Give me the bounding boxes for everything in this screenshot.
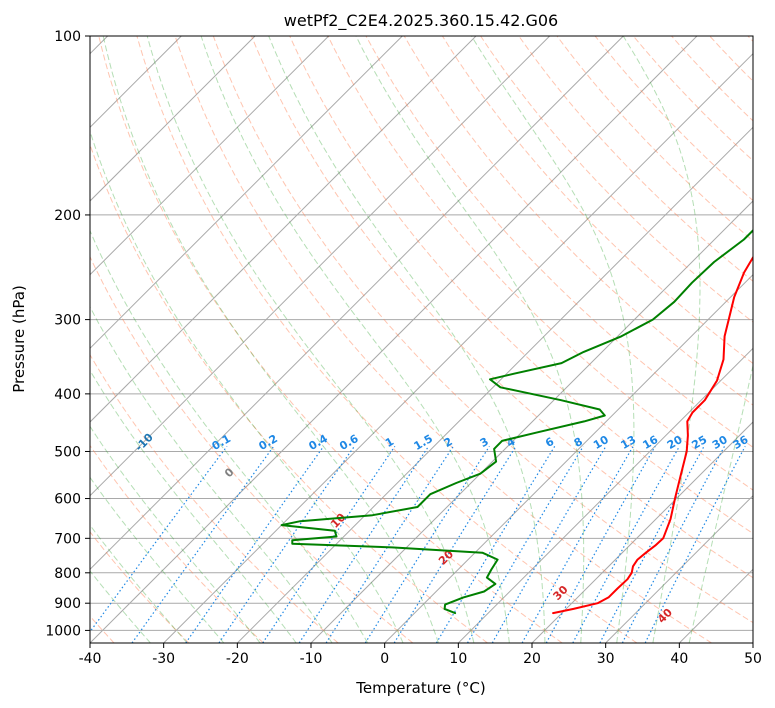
mixing-ratio-line	[435, 445, 556, 643]
mixing-ratio-line	[644, 446, 746, 643]
moist-adiabat-line	[90, 476, 225, 643]
chart-title: wetPf2_C2E4.2025.360.15.42.G06	[284, 11, 558, 31]
x-tick-label: 50	[744, 651, 762, 667]
mixing-ratio-line	[185, 445, 325, 643]
mixing-ratio-line	[131, 445, 275, 643]
moist-adiabat-line	[102, 36, 439, 643]
isotherm-line	[531, 421, 753, 643]
y-tick-label: 500	[54, 444, 81, 460]
y-tick-label: 300	[54, 313, 81, 329]
moist-adiabat-line	[268, 36, 546, 643]
x-tick-label: 10	[449, 651, 467, 667]
y-tick-label: 1000	[45, 623, 81, 639]
isotherm-line	[90, 36, 256, 202]
dry-adiabat-line	[289, 36, 753, 535]
y-tick-label: 600	[54, 492, 81, 508]
plot-frame	[89, 35, 754, 644]
y-tick-label: 400	[54, 387, 81, 403]
dry-adiabat-line	[136, 36, 638, 643]
moist-adiabat-line	[90, 229, 369, 643]
moist-adiabat-line	[200, 36, 510, 643]
moist-adiabat-line	[90, 425, 261, 643]
mixing-ratio-line	[218, 445, 355, 643]
moist-adiabat-line	[90, 129, 404, 643]
dry-adiabat-line	[174, 36, 712, 643]
moist-adiabat-line	[90, 369, 297, 643]
isotherm-line	[90, 36, 551, 497]
y-tick-label: 900	[54, 596, 81, 612]
mixing-ratio-line	[90, 445, 228, 633]
x-tick-label: 40	[670, 651, 688, 667]
dry-adiabat-line	[90, 353, 339, 643]
isotherm-line	[605, 494, 753, 643]
mixing-ratio-line	[364, 445, 490, 643]
y-axis-label: Pressure (hPa)	[10, 285, 28, 393]
dry-adiabat-line	[90, 255, 414, 643]
x-tick-label: 0	[380, 651, 389, 667]
dry-adiabat-line	[403, 36, 753, 406]
x-tick-label: -30	[152, 651, 175, 667]
dry-adiabat-line	[212, 36, 753, 624]
isotherm-line	[90, 36, 624, 571]
y-tick-label: 700	[54, 531, 81, 547]
isotherm-line	[163, 52, 753, 643]
dewpoint-profile-line	[280, 228, 753, 615]
dry-adiabat-line	[90, 531, 190, 643]
y-tick-label: 100	[54, 29, 81, 45]
dry-adiabat-line	[327, 36, 753, 491]
isotherm-line	[90, 36, 403, 350]
mixing-ratio-line	[262, 445, 396, 643]
x-tick-label: -20	[226, 651, 249, 667]
mixing-ratio-line	[393, 445, 517, 643]
mixing-ratio-line	[491, 445, 607, 643]
moist-adiabat-line	[471, 36, 635, 643]
dry-adiabat-line	[90, 143, 488, 643]
moist-adiabat-line	[146, 36, 475, 643]
isotherm-line	[236, 126, 753, 643]
isotherm-line	[90, 36, 477, 423]
moist-adiabat-line	[355, 36, 585, 643]
x-tick-label: -10	[300, 651, 323, 667]
mixing-ratio-line	[572, 446, 680, 643]
dry-adiabat-line	[90, 444, 264, 643]
x-tick-label: 30	[597, 651, 615, 667]
mixing-ratio-line	[325, 445, 454, 643]
isotherm-line	[90, 36, 698, 643]
isotherm-line	[384, 273, 753, 643]
y-tick-label: 200	[54, 208, 81, 224]
dry-adiabat-line	[251, 36, 753, 579]
temperature-profile-line	[552, 255, 753, 615]
isotherm-line	[457, 347, 753, 643]
dry-adiabat-line	[441, 36, 753, 365]
mixing-ratio-line	[545, 446, 656, 643]
moist-adiabat-line	[90, 570, 151, 643]
x-tick-label: 20	[523, 651, 541, 667]
plot-area: 0.1 0.2 0.4 0.6 1 1.5 2 3 4 6 8 10 13 16 20 25 30 36-1001…	[90, 36, 753, 643]
dry-adiabat-line	[98, 36, 563, 643]
mixing-ratio-line	[466, 445, 584, 643]
moist-adiabat-line	[622, 36, 701, 643]
axes: -40 -30 -20 -10 0 10 20 30 40 50 1000 900 800 700 600 5…	[45, 29, 762, 667]
isotherm-line	[90, 36, 330, 276]
x-axis-label: Temperature (°C)	[355, 679, 485, 697]
y-tick-label: 800	[54, 566, 81, 582]
moist-adiabat-line	[90, 524, 188, 643]
x-tick-label: -40	[79, 651, 102, 667]
mixing-ratio-line	[298, 445, 430, 643]
